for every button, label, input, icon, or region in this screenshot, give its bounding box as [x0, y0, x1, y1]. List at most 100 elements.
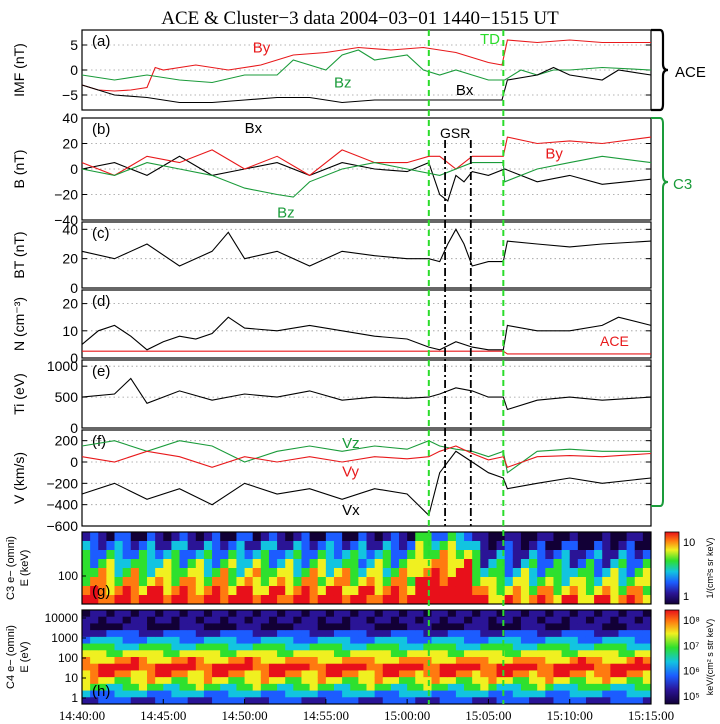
- spectrogram-cell: [439, 636, 449, 644]
- spectrogram-cell: [399, 623, 408, 631]
- spectrogram-cell: [236, 577, 245, 587]
- y-tick-label: 5: [70, 37, 78, 53]
- spectrogram-cell: [488, 663, 497, 671]
- spectrogram-cell: [333, 610, 343, 618]
- spectrogram-cell: [114, 541, 124, 551]
- spectrogram-cell: [195, 663, 205, 671]
- spectrogram-cell: [342, 636, 351, 644]
- spectrogram-cell: [138, 677, 148, 685]
- spectrogram-cell: [585, 677, 595, 685]
- spectrogram-cell: [220, 610, 229, 618]
- spectrogram-cell: [553, 690, 562, 698]
- spectrogram-cell: [407, 623, 416, 631]
- spectrogram-cell: [82, 541, 91, 551]
- spectrogram-cell: [252, 663, 262, 671]
- spectrogram-cell: [594, 595, 603, 605]
- spectrogram-cell: [626, 650, 636, 658]
- spectrogram-cell: [455, 650, 465, 658]
- spectrogram-cell: [260, 568, 270, 578]
- spectrogram-cell: [520, 690, 530, 698]
- spectrogram-cell: [147, 670, 156, 678]
- spectrogram-cell: [350, 623, 359, 631]
- spectrogram-cell: [439, 568, 449, 578]
- spectrogram-cell: [488, 550, 497, 560]
- spectrogram-cell: [415, 610, 424, 618]
- spectrogram-cell: [252, 559, 262, 569]
- spectrogram-cell: [577, 559, 587, 569]
- spectrogram-cell: [626, 683, 636, 691]
- spectrogram-cell: [301, 623, 310, 631]
- spectrogram-cell: [464, 541, 473, 551]
- spectrogram-cell: [496, 697, 506, 705]
- spectrogram-cell: [244, 577, 254, 587]
- spectrogram-cell: [187, 595, 197, 605]
- spectrogram-cell: [642, 541, 652, 551]
- spectrogram-cell: [325, 595, 335, 605]
- spectrogram-cell: [350, 677, 359, 685]
- spectrogram-cell: [163, 630, 172, 638]
- spectrogram-cell: [407, 541, 416, 551]
- y-axis-label: N (cm⁻³): [11, 297, 27, 351]
- spectrogram-cell: [610, 650, 619, 658]
- spectrogram-cell: [244, 630, 254, 638]
- spectrogram-cell: [569, 568, 579, 578]
- spectrogram-cell: [382, 586, 392, 596]
- spectrogram-cell: [268, 595, 278, 605]
- spectrogram-cell: [520, 643, 530, 651]
- spectrogram-cell: [439, 559, 449, 569]
- spectrogram-cell: [464, 559, 473, 569]
- spectrogram-cell: [114, 677, 124, 685]
- spectrogram-cell: [537, 616, 546, 624]
- spectrogram-cell: [90, 690, 99, 698]
- spectrogram-cell: [228, 683, 237, 691]
- spectrogram-cell: [431, 677, 441, 685]
- y-axis-label-2: E (keV): [19, 550, 31, 587]
- spectrogram-cell: [618, 577, 628, 587]
- spectrogram-cell: [98, 616, 107, 624]
- spectrogram-cell: [228, 586, 237, 596]
- spectrogram-cell: [374, 559, 384, 569]
- spectrogram-cell: [301, 616, 310, 624]
- spectrogram-cell: [277, 623, 286, 631]
- spectrogram-cell: [488, 568, 497, 578]
- spectrogram-cell: [626, 586, 636, 596]
- spectrogram-cell: [195, 550, 205, 560]
- spectrogram-cell: [618, 630, 628, 638]
- spectrogram-cell: [374, 690, 384, 698]
- spectrogram-cell: [236, 670, 245, 678]
- spectrogram-cell: [187, 663, 197, 671]
- spectrogram-cell: [138, 630, 148, 638]
- spectrogram-cell: [464, 636, 473, 644]
- spectrogram-cell: [325, 623, 335, 631]
- spectrogram-cell: [496, 683, 506, 691]
- spectrogram-cell: [415, 595, 424, 605]
- spectrogram-cell: [529, 650, 538, 658]
- spectrogram-cell: [382, 697, 392, 705]
- spectrogram-cell: [179, 595, 189, 605]
- spectrogram-cell: [415, 550, 424, 560]
- spectrogram-cell: [529, 559, 538, 569]
- spectrogram-cell: [496, 541, 506, 551]
- spectrogram-cell: [138, 532, 148, 542]
- spectrogram-cell: [203, 677, 213, 685]
- spectrogram-cell: [407, 616, 416, 624]
- y-tick-label: 20: [62, 296, 78, 312]
- spectrogram-cell: [309, 550, 319, 560]
- spectrogram-cell: [309, 568, 319, 578]
- spectrogram-cell: [203, 650, 213, 658]
- spectrogram-cell: [504, 636, 514, 644]
- spectrogram-cell: [325, 577, 335, 587]
- spectrogram-cell: [268, 550, 278, 560]
- spectrogram-cell: [317, 657, 327, 665]
- spectrogram-cell: [464, 577, 473, 587]
- spectrogram-cell: [179, 690, 189, 698]
- spectrogram-cell: [618, 595, 628, 605]
- series-label: Bx: [245, 120, 263, 137]
- spectrogram-cell: [309, 532, 319, 542]
- spectrogram-cell: [293, 532, 302, 542]
- spectrogram-cell: [374, 623, 384, 631]
- spectrogram-cell: [82, 595, 91, 605]
- series-label: Vz: [342, 435, 360, 452]
- spectrogram-cell: [358, 559, 367, 569]
